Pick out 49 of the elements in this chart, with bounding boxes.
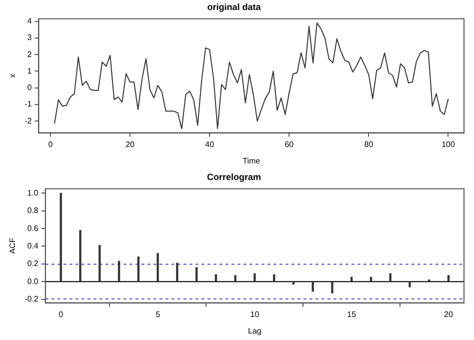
x-tick-label: 100 [442, 140, 456, 149]
x-tick-label: 60 [284, 140, 294, 149]
y-tick-label: 0.2 [27, 259, 39, 268]
x-axis-title: Lag [248, 326, 262, 336]
y-tick-label: -0.2 [24, 294, 39, 304]
x-axis-title: Time [242, 156, 261, 166]
y-tick-label: 1 [27, 66, 32, 76]
y-tick-label: -2 [24, 116, 32, 126]
bar [408, 282, 411, 288]
bar [118, 260, 120, 282]
y-tick-label: 0.0 [27, 276, 39, 286]
bar [389, 273, 392, 282]
bar [447, 275, 450, 282]
y-tick-label: -1 [24, 100, 32, 109]
bar [350, 276, 353, 282]
y-tick-label: 0.6 [27, 224, 39, 233]
y-tick-label: 0.8 [27, 206, 39, 216]
x-tick-label: 0 [48, 140, 54, 149]
chart-title: Correlogram [206, 172, 262, 182]
bar [370, 276, 372, 282]
y-axis-title: ACF [8, 238, 18, 254]
x-tick-label: 20 [444, 310, 454, 319]
y-axis-title: x [8, 74, 18, 78]
x-tick-label: 10 [250, 310, 260, 319]
chart-title: original data [207, 2, 262, 12]
x-tick-label: 40 [205, 140, 215, 149]
bar [331, 282, 334, 294]
bar [272, 274, 276, 282]
bar [254, 273, 256, 282]
x-tick-label: 20 [126, 140, 136, 149]
x-tick-label: 5 [156, 310, 161, 319]
x-tick-label: 15 [347, 310, 357, 319]
y-tick-label: 2 [27, 50, 32, 59]
bar [195, 267, 198, 282]
bar [156, 252, 159, 282]
bar [79, 230, 82, 282]
x-tick-label: 80 [364, 140, 374, 149]
y-tick-label: 0.4 [27, 241, 39, 250]
bar [176, 262, 178, 282]
y-tick-label: 3 [27, 33, 32, 42]
y-tick-label: 4 [27, 16, 32, 26]
bar [60, 192, 62, 282]
y-tick-label: 1.0 [27, 188, 39, 198]
bar [214, 274, 218, 282]
bar [98, 245, 101, 282]
bar [234, 275, 236, 282]
bar [137, 256, 140, 282]
y-tick-label: 0 [27, 83, 32, 92]
x-tick-label: 0 [58, 310, 64, 319]
